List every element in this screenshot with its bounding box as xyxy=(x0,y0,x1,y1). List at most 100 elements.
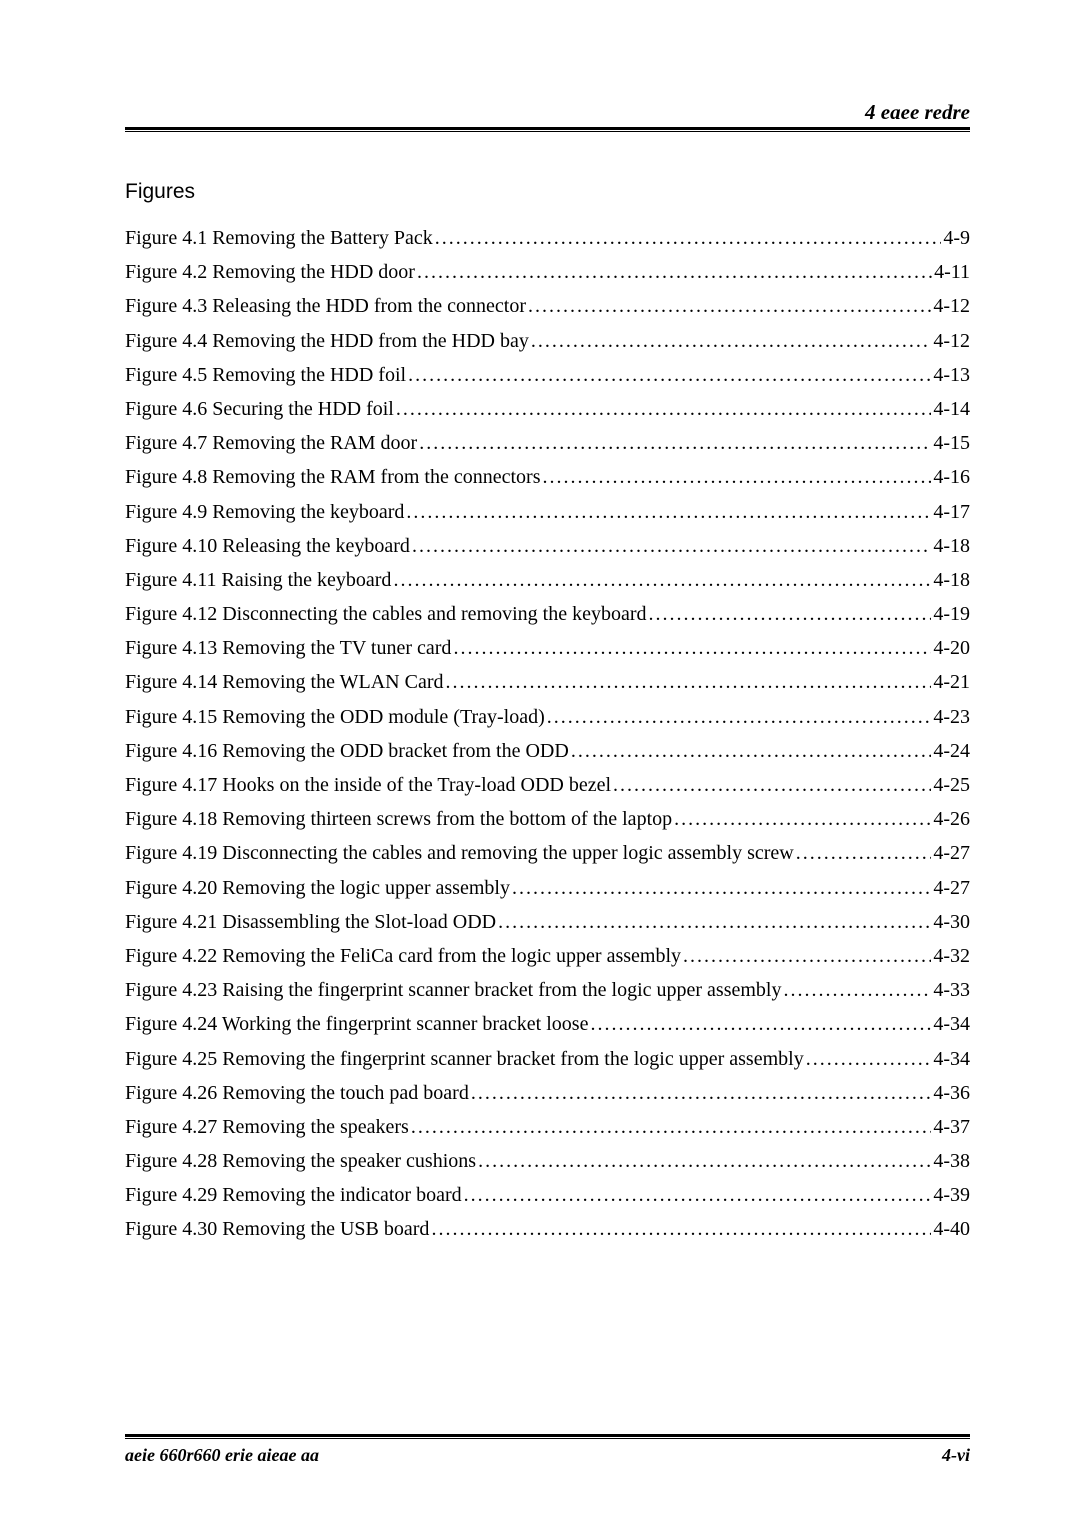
toc-row: Figure 4.28 Removing the speaker cushion… xyxy=(125,1151,970,1171)
toc-entry-page: 4-16 xyxy=(933,467,970,487)
toc-entry-page: 4-18 xyxy=(933,536,970,556)
toc-entry-label: Figure 4.3 Releasing the HDD from the co… xyxy=(125,296,526,316)
toc-dot-leader xyxy=(806,1049,932,1069)
toc-entry-page: 4-15 xyxy=(933,433,970,453)
toc-entry-page: 4-12 xyxy=(933,296,970,316)
toc-row: Figure 4.19 Disconnecting the cables and… xyxy=(125,843,970,863)
toc-entry-label: Figure 4.11 Raising the keyboard xyxy=(125,570,391,590)
toc-dot-leader xyxy=(406,502,931,522)
toc-row: Figure 4.17 Hooks on the inside of the T… xyxy=(125,775,970,795)
page-footer: aeie 660r660 erie aieae aa 4-vi xyxy=(125,1434,970,1466)
toc-dot-leader xyxy=(543,467,932,487)
toc-entry-label: Figure 4.10 Releasing the keyboard xyxy=(125,536,410,556)
toc-entry-page: 4-24 xyxy=(933,741,970,761)
toc-entry-page: 4-26 xyxy=(933,809,970,829)
toc-row: Figure 4.25 Removing the fingerprint sca… xyxy=(125,1049,970,1069)
toc-dot-leader xyxy=(419,433,931,453)
toc-row: Figure 4.5 Removing the HDD foil 4-13 xyxy=(125,365,970,385)
toc-entry-page: 4-14 xyxy=(933,399,970,419)
toc-dot-leader xyxy=(683,946,931,966)
toc-entry-label: Figure 4.2 Removing the HDD door xyxy=(125,262,415,282)
toc-entry-page: 4-19 xyxy=(933,604,970,624)
toc-entry-label: Figure 4.1 Removing the Battery Pack xyxy=(125,228,433,248)
toc-entry-label: Figure 4.27 Removing the speakers xyxy=(125,1117,409,1137)
toc-entry-label: Figure 4.5 Removing the HDD foil xyxy=(125,365,406,385)
toc-entry-label: Figure 4.24 Working the fingerprint scan… xyxy=(125,1014,588,1034)
toc-dot-leader xyxy=(411,1117,931,1137)
toc-dot-leader xyxy=(649,604,932,624)
toc-entry-label: Figure 4.4 Removing the HDD from the HDD… xyxy=(125,331,529,351)
toc-entry-label: Figure 4.13 Removing the TV tuner card xyxy=(125,638,451,658)
toc-dot-leader xyxy=(396,399,931,419)
toc-row: Figure 4.4 Removing the HDD from the HDD… xyxy=(125,331,970,351)
toc-entry-page: 4-23 xyxy=(933,707,970,727)
toc-dot-leader xyxy=(512,878,931,898)
toc-row: Figure 4.12 Disconnecting the cables and… xyxy=(125,604,970,624)
toc-dot-leader xyxy=(796,843,932,863)
toc-entry-page: 4-40 xyxy=(933,1219,970,1239)
toc-entry-page: 4-30 xyxy=(933,912,970,932)
toc-entry-page: 4-17 xyxy=(933,502,970,522)
toc-dot-leader xyxy=(412,536,931,556)
toc-entry-label: Figure 4.18 Removing thirteen screws fro… xyxy=(125,809,672,829)
toc-entry-label: Figure 4.22 Removing the FeliCa card fro… xyxy=(125,946,681,966)
toc-row: Figure 4.30 Removing the USB board 4-40 xyxy=(125,1219,970,1239)
toc-dot-leader xyxy=(547,707,932,727)
toc-entry-label: Figure 4.14 Removing the WLAN Card xyxy=(125,672,443,692)
toc-entry-label: Figure 4.17 Hooks on the inside of the T… xyxy=(125,775,611,795)
toc-entry-label: Figure 4.8 Removing the RAM from the con… xyxy=(125,467,541,487)
toc-row: Figure 4.23 Raising the fingerprint scan… xyxy=(125,980,970,1000)
footer-rule-thick xyxy=(125,1434,970,1437)
toc-entry-page: 4-20 xyxy=(933,638,970,658)
toc-row: Figure 4.29 Removing the indicator board… xyxy=(125,1185,970,1205)
toc-dot-leader xyxy=(453,638,931,658)
section-heading: Figures xyxy=(125,180,970,204)
toc-dot-leader xyxy=(431,1219,931,1239)
toc-entry-label: Figure 4.9 Removing the keyboard xyxy=(125,502,404,522)
toc-dot-leader xyxy=(393,570,931,590)
toc-row: Figure 4.14 Removing the WLAN Card 4-21 xyxy=(125,672,970,692)
page-header: 4 eaee redre xyxy=(125,100,970,132)
toc-dot-leader xyxy=(783,980,931,1000)
toc-dot-leader xyxy=(590,1014,931,1034)
toc-entry-page: 4-25 xyxy=(933,775,970,795)
toc-row: Figure 4.13 Removing the TV tuner card 4… xyxy=(125,638,970,658)
footer-page-number: 4-vi xyxy=(942,1445,970,1466)
toc-dot-leader xyxy=(478,1151,931,1171)
toc-row: Figure 4.24 Working the fingerprint scan… xyxy=(125,1014,970,1034)
toc-entry-page: 4-9 xyxy=(943,228,970,248)
toc-row: Figure 4.11 Raising the keyboard 4-18 xyxy=(125,570,970,590)
toc-entry-page: 4-37 xyxy=(933,1117,970,1137)
toc-entry-page: 4-27 xyxy=(933,878,970,898)
toc-entry-page: 4-21 xyxy=(933,672,970,692)
toc-row: Figure 4.3 Releasing the HDD from the co… xyxy=(125,296,970,316)
toc-row: Figure 4.2 Removing the HDD door 4-11 xyxy=(125,262,970,282)
toc-row: Figure 4.10 Releasing the keyboard 4-18 xyxy=(125,536,970,556)
toc-entry-page: 4-33 xyxy=(933,980,970,1000)
toc-entry-label: Figure 4.21 Disassembling the Slot-load … xyxy=(125,912,496,932)
header-rule-thin xyxy=(125,131,970,132)
toc-dot-leader xyxy=(498,912,931,932)
toc-entry-label: Figure 4.12 Disconnecting the cables and… xyxy=(125,604,647,624)
toc-entry-label: Figure 4.19 Disconnecting the cables and… xyxy=(125,843,794,863)
toc-dot-leader xyxy=(445,672,931,692)
toc-row: Figure 4.15 Removing the ODD module (Tra… xyxy=(125,707,970,727)
toc-entry-page: 4-39 xyxy=(933,1185,970,1205)
figures-toc: Figure 4.1 Removing the Battery Pack 4-9… xyxy=(125,228,970,1239)
toc-entry-page: 4-38 xyxy=(933,1151,970,1171)
toc-entry-label: Figure 4.7 Removing the RAM door xyxy=(125,433,417,453)
toc-row: Figure 4.22 Removing the FeliCa card fro… xyxy=(125,946,970,966)
toc-row: Figure 4.26 Removing the touch pad board… xyxy=(125,1083,970,1103)
toc-dot-leader xyxy=(571,741,932,761)
toc-entry-label: Figure 4.6 Securing the HDD foil xyxy=(125,399,394,419)
toc-row: Figure 4.18 Removing thirteen screws fro… xyxy=(125,809,970,829)
toc-row: Figure 4.20 Removing the logic upper ass… xyxy=(125,878,970,898)
toc-row: Figure 4.16 Removing the ODD bracket fro… xyxy=(125,741,970,761)
toc-dot-leader xyxy=(613,775,931,795)
toc-entry-label: Figure 4.30 Removing the USB board xyxy=(125,1219,429,1239)
toc-entry-page: 4-36 xyxy=(933,1083,970,1103)
header-title: 4 eaee redre xyxy=(125,100,970,130)
toc-row: Figure 4.1 Removing the Battery Pack 4-9 xyxy=(125,228,970,248)
toc-entry-label: Figure 4.29 Removing the indicator board xyxy=(125,1185,462,1205)
toc-entry-label: Figure 4.25 Removing the fingerprint sca… xyxy=(125,1049,804,1069)
